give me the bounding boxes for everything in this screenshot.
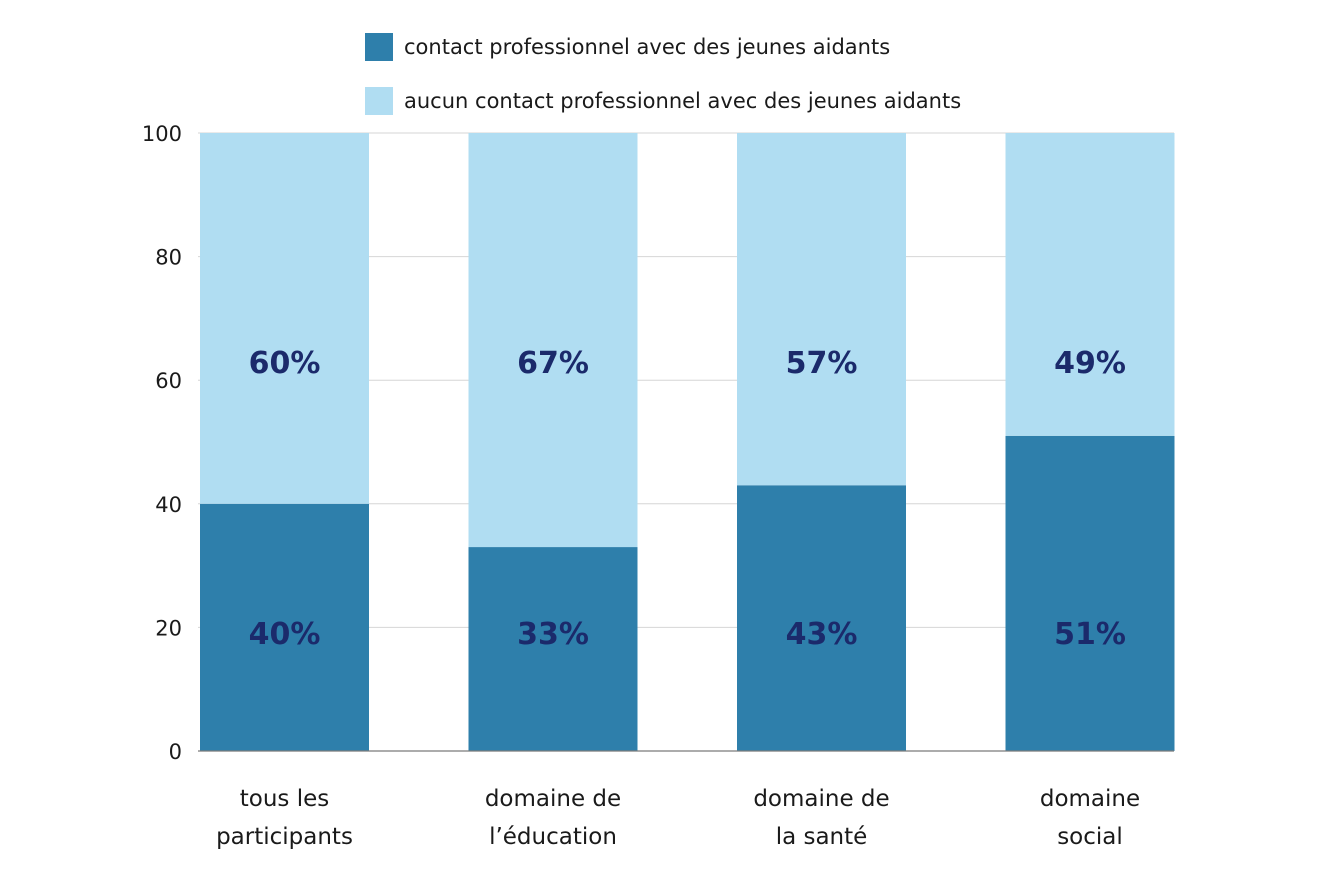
bar-segment-no-contact: [1005, 133, 1175, 436]
x-category-label: la santé: [776, 824, 868, 850]
x-category-label: domaine: [1040, 786, 1140, 812]
x-category-label: l’éducation: [489, 824, 617, 850]
bar-segment-contact: [200, 503, 369, 751]
y-axis: 0 20 40 60 80 100: [142, 122, 182, 764]
y-tick-label: 80: [155, 246, 182, 270]
bar-segment-no-contact: [200, 133, 369, 504]
x-category-label: domaine de: [485, 786, 621, 812]
data-label: 57%: [786, 346, 858, 381]
legend-label: aucun contact professionnel avec des jeu…: [404, 89, 961, 113]
legend-swatch-contact: [365, 33, 393, 61]
bars: 40% 60% 33% 67% 43% 57% 51% 49%: [200, 133, 1175, 751]
data-label: 49%: [1054, 346, 1126, 381]
bar-segment-contact: [468, 547, 638, 751]
data-label: 33%: [517, 617, 589, 652]
data-label: 40%: [249, 617, 321, 652]
data-label: 60%: [249, 346, 321, 381]
x-axis: tous les participants domaine de l’éducatio…: [198, 750, 1174, 850]
bar-segment-contact: [737, 485, 906, 751]
x-category-label: participants: [216, 824, 353, 850]
bar-segment-no-contact: [468, 133, 638, 548]
x-category-label: social: [1057, 824, 1123, 850]
legend: contact professionnel avec des jeunes ai…: [365, 33, 961, 115]
data-label: 67%: [517, 346, 589, 381]
legend-swatch-no-contact: [365, 87, 393, 115]
y-tick-label: 20: [155, 616, 182, 640]
y-tick-label: 100: [142, 122, 182, 146]
data-label: 43%: [786, 617, 858, 652]
legend-label: contact professionnel avec des jeunes ai…: [404, 35, 890, 59]
y-tick-label: 60: [155, 369, 182, 393]
x-category-label: tous les: [240, 786, 329, 812]
y-tick-label: 0: [169, 740, 182, 764]
bar-segment-no-contact: [737, 133, 906, 486]
data-label: 51%: [1054, 617, 1126, 652]
bar-segment-contact: [1005, 435, 1175, 751]
x-category-label: domaine de: [753, 786, 889, 812]
y-tick-label: 40: [155, 493, 182, 517]
